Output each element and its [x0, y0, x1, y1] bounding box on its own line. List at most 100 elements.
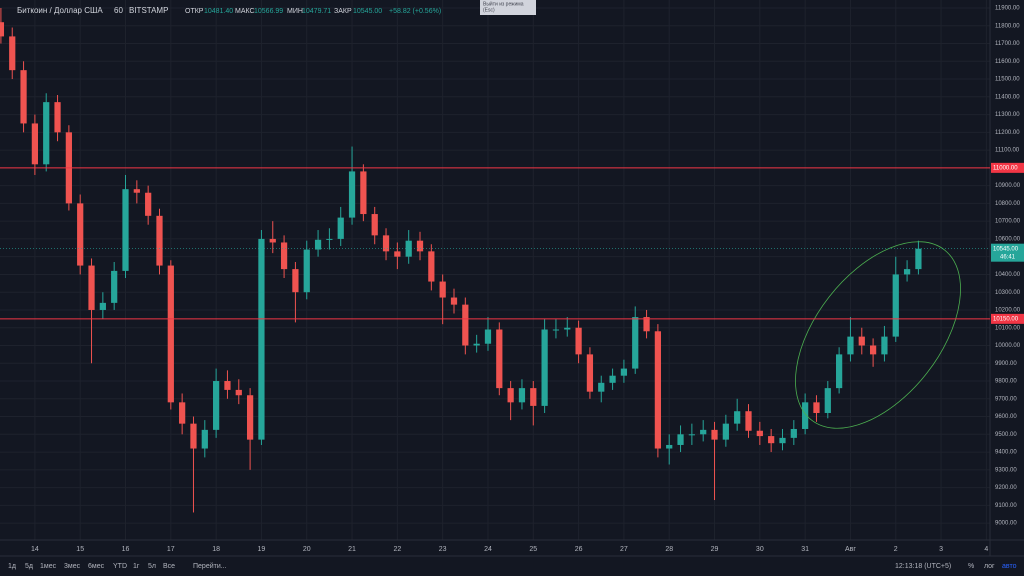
candle-body [903, 269, 911, 275]
candle-body [552, 329, 560, 331]
candle-body [269, 238, 276, 243]
candle-body [813, 402, 820, 413]
candle-body [507, 388, 514, 403]
candle-body [201, 429, 208, 449]
y-tick-label: 10200.00 [995, 308, 1021, 314]
tooltip-text: Выйти из режима [483, 0, 524, 7]
y-tick-label: 10300.00 [995, 290, 1021, 296]
x-tick-label: 22 [393, 546, 401, 553]
candle-body [654, 331, 662, 449]
range-button[interactable]: Все [163, 563, 175, 570]
goto-button[interactable]: Перейти... [193, 562, 227, 570]
candle-body [541, 329, 548, 406]
ohlc-label: ЗАКР [334, 8, 352, 15]
ohlc-value: 10545.00 [353, 8, 382, 15]
candle-body [111, 270, 118, 303]
candle-body [700, 429, 707, 435]
y-tick-label: 9900.00 [995, 361, 1017, 367]
y-tick-label: 9600.00 [995, 414, 1017, 420]
candle-body [643, 317, 650, 332]
candle-body [847, 336, 854, 355]
scale-option[interactable]: лог [984, 563, 995, 570]
candle-body [881, 336, 888, 355]
range-button[interactable]: 5л [148, 563, 156, 570]
candle-body [0, 22, 5, 37]
x-tick-label: 28 [665, 546, 673, 553]
x-tick-label: 19 [258, 546, 266, 553]
y-tick-label: 10600.00 [995, 236, 1021, 242]
x-tick-label: 24 [484, 546, 492, 553]
ohlc-value: 10481.40 [204, 8, 233, 15]
range-button[interactable]: 3мес [64, 563, 81, 570]
candle-body [43, 102, 50, 165]
x-tick-label: 27 [620, 546, 628, 553]
ohlc-label: ОТКР [185, 8, 204, 15]
y-tick-label: 11700.00 [995, 41, 1020, 47]
candle-body [892, 274, 899, 337]
y-tick-label: 9100.00 [995, 503, 1017, 509]
candle-body [20, 70, 27, 124]
candle-body [722, 423, 729, 440]
y-tick-label: 11800.00 [995, 23, 1020, 29]
y-tick-label: 10100.00 [995, 325, 1021, 331]
y-tick-label: 10800.00 [995, 201, 1021, 207]
y-tick-label: 9300.00 [995, 467, 1017, 473]
level-label: 10150.00 [993, 316, 1019, 322]
candle-body [530, 388, 537, 406]
scale-option[interactable]: % [968, 563, 974, 570]
range-button[interactable]: 1мес [40, 563, 57, 570]
candle-body [280, 242, 288, 270]
candle-body [666, 444, 673, 449]
x-tick-label: 14 [31, 546, 39, 553]
x-tick-label: 29 [711, 546, 719, 553]
candle-body [609, 375, 616, 383]
candle-body [915, 248, 922, 270]
candle-body [779, 437, 786, 444]
x-tick-label: Авг [845, 546, 856, 553]
y-tick-label: 10900.00 [995, 183, 1021, 189]
candle-body [518, 388, 526, 403]
x-tick-label: 20 [303, 546, 311, 553]
candle-body [768, 436, 775, 444]
candle-body [450, 297, 458, 305]
symbol[interactable]: Биткоин / Доллар США [17, 6, 103, 15]
y-tick-label: 9400.00 [995, 450, 1017, 456]
exchange[interactable]: BITSTAMP [129, 6, 168, 15]
range-button[interactable]: 5д [25, 563, 33, 570]
range-button[interactable]: 1г [133, 563, 140, 570]
x-tick-label: 16 [122, 546, 130, 553]
candle-body [246, 395, 254, 440]
tooltip-text: (Esc) [483, 7, 495, 13]
candle-body [122, 189, 129, 271]
candle-body [677, 434, 684, 445]
candle-body [564, 327, 571, 330]
ohlc-label: МАКС [235, 8, 255, 15]
x-tick-label: 2 [894, 546, 898, 553]
candle-body [802, 402, 809, 429]
range-button[interactable]: YTD [113, 563, 127, 570]
x-tick-label: 15 [76, 546, 84, 553]
candle-body [734, 411, 741, 424]
candle-body [416, 240, 424, 252]
candle-body [790, 428, 797, 438]
x-tick-label: 25 [529, 546, 537, 553]
level-label: 11000.00 [993, 165, 1018, 171]
x-tick-label: 26 [575, 546, 583, 553]
candle-body [836, 354, 843, 389]
candle-body [394, 251, 401, 257]
candle-body [156, 215, 163, 266]
candle-body [382, 235, 390, 252]
interval[interactable]: 60 [114, 6, 123, 15]
candle-body [326, 238, 333, 240]
range-button[interactable]: 1д [8, 563, 16, 570]
y-tick-label: 11300.00 [995, 112, 1020, 118]
candle-body [235, 389, 242, 396]
candle-body [688, 434, 695, 436]
level-label-box [991, 162, 1024, 173]
y-tick-label: 11600.00 [995, 59, 1020, 65]
scale-option[interactable]: авто [1002, 563, 1017, 570]
candle-body [711, 429, 718, 440]
range-button[interactable]: 6мес [88, 563, 105, 570]
clock: 12:13:18 (UTC+5) [895, 563, 951, 570]
countdown: 46:41 [1000, 254, 1016, 260]
